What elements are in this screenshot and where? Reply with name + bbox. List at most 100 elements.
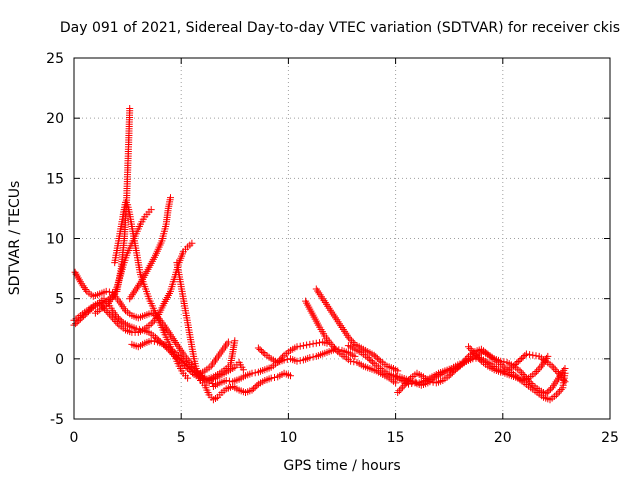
- data-point: [312, 339, 320, 347]
- data-point: [372, 353, 380, 361]
- data-point: [253, 382, 261, 390]
- data-point: [293, 343, 301, 351]
- data-point: [97, 301, 105, 309]
- x-tick-label: 0: [70, 430, 79, 446]
- data-point: [552, 391, 560, 399]
- data-point: [105, 310, 113, 318]
- data-point: [152, 315, 160, 322]
- series-arc-14: [312, 285, 402, 375]
- data-point: [544, 352, 552, 360]
- x-tick-label: 10: [279, 430, 297, 446]
- data-point: [465, 343, 472, 351]
- data-point: [468, 346, 476, 354]
- data-point: [510, 362, 517, 370]
- data-point: [135, 325, 143, 333]
- data-point: [346, 335, 354, 343]
- data-point: [256, 346, 264, 353]
- series-arc-9: [128, 337, 219, 388]
- data-point: [102, 307, 110, 315]
- data-point: [208, 380, 216, 387]
- series-arc-12: [254, 344, 359, 366]
- data-point: [189, 365, 197, 373]
- data-point: [522, 350, 530, 358]
- data-point: [258, 347, 266, 355]
- data-point: [332, 346, 340, 354]
- data-point: [293, 357, 301, 365]
- data-point: [309, 353, 317, 361]
- data-point: [519, 353, 527, 361]
- data-point: [271, 374, 278, 381]
- data-point: [395, 387, 403, 395]
- data-point: [188, 239, 196, 247]
- data-point: [500, 358, 508, 366]
- data-point: [367, 357, 375, 365]
- data-point: [347, 357, 355, 365]
- data-point: [173, 350, 181, 358]
- y-tick-label: 5: [55, 292, 64, 308]
- data-point: [239, 366, 247, 374]
- data-point: [102, 287, 110, 295]
- data-point: [445, 372, 453, 380]
- data-point: [147, 206, 155, 214]
- data-point: [306, 340, 314, 348]
- data-point: [150, 316, 158, 324]
- data-point: [113, 319, 121, 327]
- data-point: [327, 340, 335, 348]
- x-tick-label: 5: [177, 430, 186, 446]
- y-tick-label: -5: [50, 412, 64, 428]
- y-tick-label: 20: [46, 111, 64, 127]
- data-point: [394, 389, 402, 396]
- data-point: [329, 342, 337, 350]
- data-point: [554, 389, 562, 397]
- data-point: [126, 105, 134, 112]
- axis-ticks: 0 5 10 15 20 25 -5 0 5 10 15 20 25: [46, 51, 619, 446]
- data-point: [152, 333, 159, 341]
- data-point: [536, 364, 544, 372]
- data-point: [550, 364, 558, 372]
- series-arc-18: [465, 343, 569, 386]
- data-point: [105, 288, 113, 296]
- data-point: [529, 351, 537, 359]
- data-point: [344, 333, 352, 341]
- data-point: [287, 372, 294, 380]
- data-point: [99, 303, 107, 311]
- data-point: [110, 316, 118, 324]
- data-point: [306, 354, 314, 362]
- data-point: [524, 376, 532, 384]
- data-point: [551, 366, 559, 374]
- data-point: [309, 340, 317, 348]
- data-point: [526, 351, 534, 359]
- data-point: [511, 361, 519, 368]
- data-point: [224, 338, 232, 346]
- series-arc-2: [71, 268, 247, 384]
- data-point: [469, 348, 477, 356]
- y-tick-label: 25: [46, 51, 64, 67]
- data-point: [518, 355, 526, 362]
- data-point: [375, 356, 383, 364]
- data-point: [543, 388, 551, 396]
- data-point: [561, 369, 569, 377]
- data-point: [497, 357, 505, 365]
- y-tick-label: 0: [55, 352, 64, 368]
- data-point: [500, 368, 508, 375]
- data-point: [514, 358, 522, 365]
- data-point: [474, 354, 482, 362]
- data-point: [254, 344, 262, 352]
- data-point: [373, 354, 381, 362]
- data-point: [545, 387, 553, 395]
- x-tick-label: 15: [387, 430, 405, 446]
- data-point: [556, 387, 564, 395]
- data-point: [547, 385, 554, 393]
- data-point: [473, 352, 480, 360]
- data-point: [518, 369, 526, 377]
- data-point: [516, 367, 524, 375]
- data-point: [331, 344, 338, 352]
- series-arc-6: [126, 194, 174, 303]
- data-point: [531, 369, 539, 377]
- x-tick-label: 25: [601, 430, 619, 446]
- data-point: [183, 359, 191, 367]
- data-point: [446, 366, 454, 374]
- data-point: [179, 356, 187, 364]
- data-point: [150, 337, 158, 345]
- data-point: [476, 355, 484, 363]
